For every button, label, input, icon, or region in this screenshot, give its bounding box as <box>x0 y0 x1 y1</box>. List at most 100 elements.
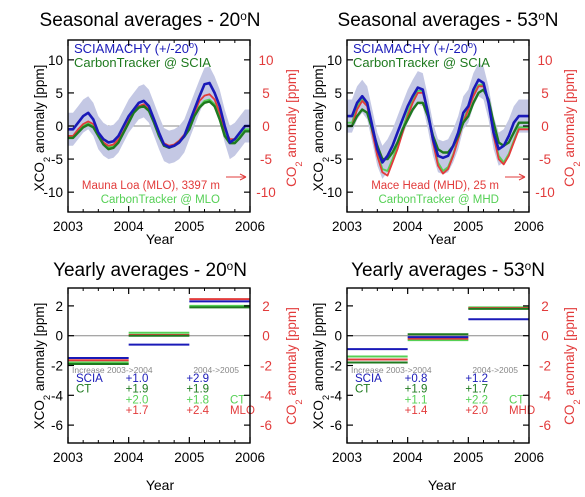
y-tick-label-right: -10 <box>256 185 276 200</box>
increase-row-value-2: +1.8 <box>186 394 209 406</box>
y-tick-label-left: 0 <box>334 119 342 134</box>
y-tick-label-right: 0 <box>541 329 549 344</box>
increase-row-suffix: MHD <box>509 405 535 417</box>
y-tick-label-right: 10 <box>537 53 552 68</box>
legend-station: Mauna Loa (MLO), 3397 m <box>82 180 220 192</box>
y-axis-label-left: XCO2 anomaly [ppm] <box>311 303 332 430</box>
y-axis-label-left: XCO2 anomaly [ppm] <box>311 65 332 192</box>
y-tick-label-left: 0 <box>334 329 342 344</box>
y-tick-label-left: -4 <box>330 388 342 403</box>
x-tick-label: 2006 <box>235 219 265 234</box>
increase-header-2: 2004->2005 <box>193 365 239 375</box>
y-axis-label-left: XCO2 anomaly [ppm] <box>32 65 53 192</box>
legend-ct-station: CarbonTracker @ MHD <box>378 194 499 206</box>
increase-row-suffix: CT <box>230 394 245 406</box>
y-tick-label-right: 5 <box>262 86 270 101</box>
y-tick-label-left: 10 <box>48 53 63 68</box>
y-tick-label-left: -4 <box>51 388 63 403</box>
chart-title: Yearly averages - 20oN <box>53 260 247 282</box>
x-tick-label: 2005 <box>174 450 204 465</box>
x-axis-label: Year <box>428 477 457 493</box>
increase-header-1: Increase 2003->2004 <box>351 365 432 375</box>
x-tick-label: 2006 <box>235 450 265 465</box>
legend-ct-scia: CarbonTracker @ SCIA <box>353 55 490 70</box>
x-tick-label: 2004 <box>114 219 145 234</box>
chart-title: Seasonal averages - 53oN <box>338 10 559 32</box>
chart-title: Seasonal averages - 20oN <box>40 10 261 32</box>
y-tick-label-right: -6 <box>539 418 551 433</box>
y-tick-label-left: 5 <box>55 86 63 101</box>
y-axis-label-left: XCO2 anomaly [ppm] <box>32 303 53 430</box>
x-tick-label: 2005 <box>453 219 483 234</box>
y-tick-label-right: -6 <box>260 418 272 433</box>
x-tick-label: 2004 <box>114 450 145 465</box>
increase-row-value-1: +1.0 <box>126 373 149 385</box>
y-tick-label-right: -5 <box>260 152 272 167</box>
increase-row-label: SCIA <box>76 373 103 385</box>
y-tick-label-left: 10 <box>327 53 342 68</box>
y-tick-label-right: 2 <box>541 299 549 314</box>
series-line-scia <box>347 78 529 164</box>
legend-ct-station: CarbonTracker @ MLO <box>101 194 220 206</box>
x-tick-label: 2006 <box>514 450 544 465</box>
panel-1: Seasonal averages - 20oN SCIAMACHY (+/-20… <box>32 10 305 248</box>
y-tick-label-left: -5 <box>330 152 342 167</box>
y-tick-label-left: -2 <box>51 359 63 374</box>
y-tick-label-right: 0 <box>541 119 549 134</box>
y-tick-label-right: -2 <box>260 359 272 374</box>
increase-row-value-2: +2.0 <box>465 405 488 417</box>
x-tick-label: 2005 <box>174 219 204 234</box>
increase-row-value-1: +1.9 <box>126 384 149 396</box>
increase-row-value-1: +1.1 <box>405 394 428 406</box>
y-tick-label-left: -5 <box>51 152 63 167</box>
x-tick-label: 2004 <box>393 450 424 465</box>
x-tick-label: 2003 <box>332 219 362 234</box>
x-tick-label: 2003 <box>53 450 83 465</box>
x-tick-label: 2003 <box>53 219 83 234</box>
increase-row-value-1: +1.4 <box>405 405 428 417</box>
y-tick-label-left: 0 <box>55 329 63 344</box>
series-line-scia <box>68 81 250 149</box>
increase-row-suffix: MLO <box>230 405 255 417</box>
y-axis-label-right: CO2 anomaly [ppm] <box>284 307 305 425</box>
right-axis-arrow-head <box>239 173 247 181</box>
increase-row-label: CT <box>355 384 370 396</box>
x-axis-label: Year <box>428 231 457 247</box>
increase-row-value-2: +1.7 <box>465 384 488 396</box>
y-tick-label-left: -10 <box>322 185 342 200</box>
y-tick-label-right: 10 <box>258 53 273 68</box>
panel-3: Yearly averages - 20oN Increase 2003->200… <box>32 260 305 494</box>
increase-row-value-2: +1.2 <box>465 373 488 385</box>
increase-header-2: 2004->2005 <box>472 365 518 375</box>
x-tick-label: 2003 <box>332 450 362 465</box>
legend-ct-scia: CarbonTracker @ SCIA <box>74 55 211 70</box>
increase-row-value-1: +0.8 <box>405 373 428 385</box>
x-axis-label: Year <box>146 231 175 247</box>
y-tick-label-left: 0 <box>55 119 63 134</box>
y-tick-label-left: -2 <box>330 359 342 374</box>
increase-row-value-2: +2.4 <box>186 405 209 417</box>
legend-station: Mace Head (MHD), 25 m <box>371 180 499 192</box>
legend-scia: SCIAMACHY (+/-20o) <box>74 40 198 56</box>
increase-row-value-2: +2.2 <box>465 394 488 406</box>
x-axis-label: Year <box>146 477 175 493</box>
panel-2: Seasonal averages - 53oN SCIAMACHY (+/-20… <box>311 10 583 248</box>
y-tick-label-right: -5 <box>539 152 551 167</box>
x-tick-label: 2005 <box>453 450 483 465</box>
y-tick-label-left: -6 <box>51 418 63 433</box>
y-tick-label-left: -6 <box>330 418 342 433</box>
y-tick-label-right: 0 <box>262 329 270 344</box>
y-tick-label-left: -10 <box>43 185 63 200</box>
increase-row-value-2: +2.9 <box>186 373 209 385</box>
y-tick-label-left: 5 <box>334 86 342 101</box>
y-tick-label-left: 2 <box>55 299 63 314</box>
y-tick-label-right: -4 <box>539 388 551 403</box>
right-axis-arrow-head <box>518 173 526 181</box>
y-axis-label-right: CO2 anomaly [ppm] <box>562 69 583 187</box>
increase-row-label: SCIA <box>355 373 382 385</box>
series-line-station <box>347 85 529 177</box>
x-tick-label: 2006 <box>514 219 544 234</box>
chart-title: Yearly averages - 53oN <box>351 260 545 282</box>
y-axis-label-right: CO2 anomaly [ppm] <box>562 307 583 425</box>
